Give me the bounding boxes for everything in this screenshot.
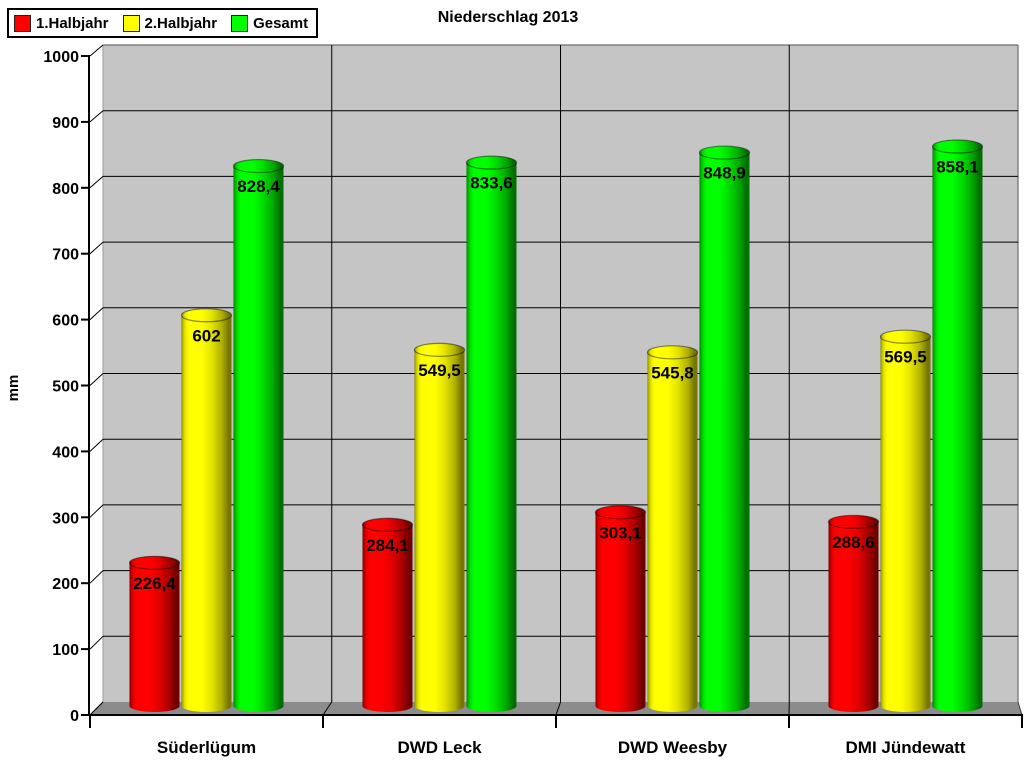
bar-value-label: 226,4 — [133, 574, 176, 593]
floor-separator — [555, 701, 561, 716]
category-label: DWD Weesby — [618, 738, 728, 757]
y-tick-label: 1000 — [43, 49, 79, 66]
bar-2-halbjahr-dwd-weesby: 545,8 — [646, 345, 699, 712]
bar-value-label: 288,6 — [832, 533, 875, 552]
category-label: DMI Jündewatt — [846, 738, 966, 757]
legend-item-gesamt: Gesamt — [231, 14, 309, 32]
category-labels: Süderlügum DWD Leck DWD Weesby DMI Jündewat… — [157, 738, 966, 757]
bar-gesamt-dmi-j-ndewatt: 858,1 — [931, 139, 984, 712]
y-tick-label: 400 — [52, 444, 79, 461]
y-axis: 0 100 200 300 400 500 600 700 800 900 1000 — [43, 44, 104, 725]
bar-gesamt-dwd-leck: 833,6 — [465, 155, 518, 712]
bar-1-halbjahr-dwd-weesby: 303,1 — [594, 505, 647, 712]
bar-gesamt-s-derl-gum: 828,4 — [232, 158, 285, 712]
bar-2-halbjahr-s-derl-gum: 602 — [180, 308, 233, 712]
x-axis — [88, 714, 1023, 728]
y-tick-label: 0 — [70, 708, 79, 725]
y-tick-label: 700 — [52, 247, 79, 264]
bar-2-halbjahr-dwd-leck: 549,5 — [413, 342, 466, 712]
legend-item-1halbjahr: 1.Halbjahr — [14, 14, 109, 32]
bar-1-halbjahr-s-derl-gum: 226,4 — [128, 555, 181, 712]
bar-1-halbjahr-dmi-j-ndewatt: 288,6 — [827, 514, 880, 712]
legend: 1.Halbjahr 2.Halbjahr Gesamt — [7, 8, 319, 38]
y-axis-title: mm — [5, 375, 22, 402]
category-label: Süderlügum — [157, 738, 256, 757]
y-tick-label: 500 — [52, 379, 79, 396]
y-tick-label: 600 — [52, 313, 79, 330]
bar-value-label: 828,4 — [237, 177, 280, 196]
legend-swatch-green — [231, 14, 249, 32]
bar-1-halbjahr-dwd-leck: 284,1 — [361, 517, 414, 712]
y-tick-label: 800 — [52, 181, 79, 198]
bar-value-label: 858,1 — [936, 158, 979, 177]
legend-item-2halbjahr: 2.Halbjahr — [122, 14, 218, 32]
legend-label: 2.Halbjahr — [144, 14, 218, 32]
y-tick-label: 900 — [52, 115, 79, 132]
bar-value-label: 284,1 — [366, 536, 409, 555]
bar-value-label: 569,5 — [884, 348, 927, 367]
category-label: DWD Leck — [397, 738, 482, 757]
bars: 226,4 602 828,4 284,1 549,5 833,6 303,1 545,8 84… — [128, 139, 984, 712]
legend-swatch-red — [14, 14, 31, 32]
bar-value-label: 848,9 — [703, 164, 746, 183]
bar-value-label: 602 — [192, 326, 220, 345]
legend-label: 1.Halbjahr — [36, 14, 109, 32]
bar-value-label: 545,8 — [651, 363, 694, 382]
legend-label: Gesamt — [253, 14, 309, 32]
legend-swatch-yellow — [122, 14, 140, 32]
bar-value-label: 303,1 — [599, 523, 642, 542]
bar-gesamt-dwd-weesby: 848,9 — [698, 145, 751, 712]
bar-value-label: 549,5 — [418, 361, 461, 380]
floor-separator — [322, 701, 333, 716]
bar-value-label: 833,6 — [470, 174, 513, 193]
y-tick-label: 300 — [52, 510, 79, 527]
y-tick-label: 100 — [52, 642, 79, 659]
chart-title: Niederschlag 2013 — [437, 9, 579, 26]
bar-2-halbjahr-dmi-j-ndewatt: 569,5 — [879, 329, 932, 712]
y-tick-label: 200 — [52, 576, 79, 593]
